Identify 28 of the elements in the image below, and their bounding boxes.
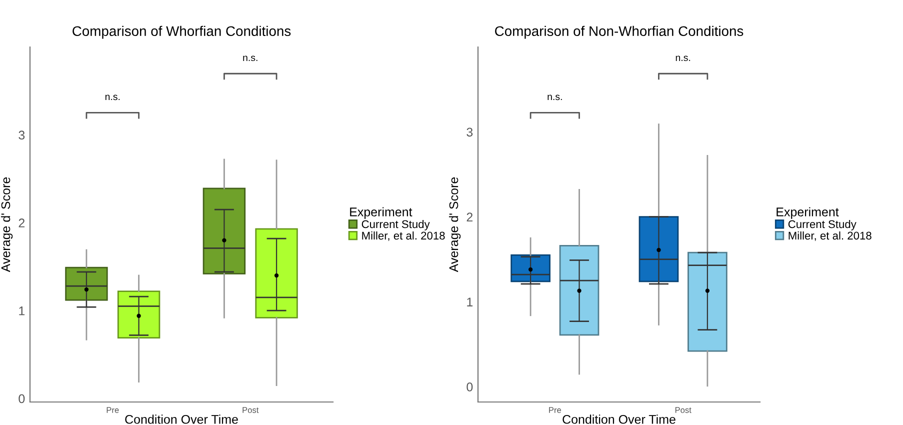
chart-title: Comparison of Whorfian Conditions <box>72 26 291 39</box>
y-tick-label: 3 <box>18 130 25 140</box>
legend-title: Experiment <box>776 207 839 219</box>
x-tick-label: Pre <box>106 407 119 413</box>
y-tick-label: 1 <box>467 298 473 306</box>
y-tick-label: 1 <box>19 306 25 316</box>
y-tick-label: 0 <box>466 382 473 392</box>
annotation: n.s. <box>548 94 562 100</box>
annotation: n.s. <box>243 56 258 62</box>
x-tick-label: Post <box>242 407 259 413</box>
annotation: n.s. <box>676 56 690 62</box>
legend-label: Current Study <box>362 220 430 230</box>
legend-label: Current Study <box>788 220 856 230</box>
x-tick-label: Post <box>675 407 692 413</box>
y-axis-title: Average d' Score <box>0 177 13 272</box>
y-axis-title: Average d' Score <box>448 177 461 272</box>
y-tick-label: 2 <box>18 218 25 228</box>
y-tick-label: 2 <box>466 212 473 222</box>
legend-label: Miller, et al. 2018 <box>788 231 872 241</box>
y-tick-label: 3 <box>466 128 473 137</box>
chart-title: Comparison of Non-Whorfian Conditions <box>495 26 744 39</box>
annotation: n.s. <box>105 94 120 100</box>
legend-label: Miller, et al. 2018 <box>362 231 445 241</box>
legend-title: Experiment <box>350 207 412 219</box>
x-axis-title: Condition Over Time <box>125 414 238 424</box>
x-tick-label: Pre <box>549 407 562 413</box>
x-axis-title: Condition Over Time <box>562 414 676 424</box>
y-tick-label: 0 <box>18 394 25 404</box>
